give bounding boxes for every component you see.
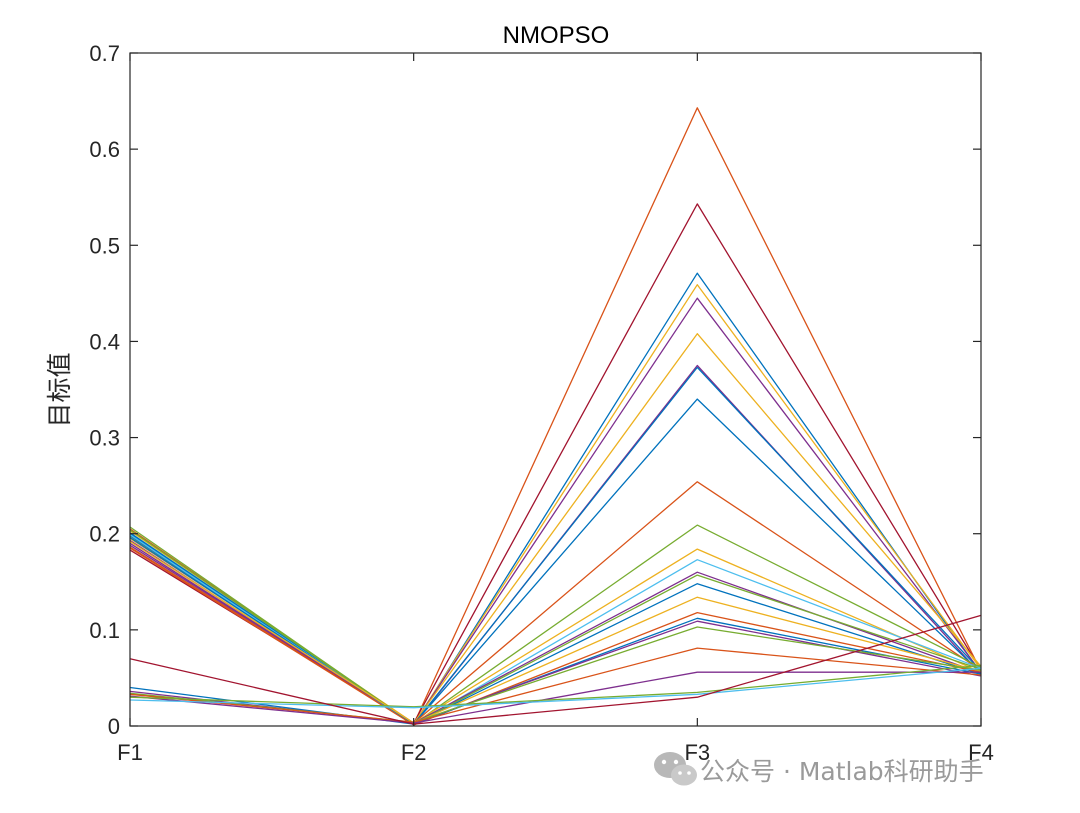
watermark-text: 公众号 · Matlab科研助手 — [700, 757, 984, 786]
y-tick-label-1: 0.1 — [89, 618, 120, 643]
series-line-19 — [129, 617, 982, 725]
series-line-18 — [129, 547, 982, 726]
y-tick-label-3: 0.3 — [89, 426, 120, 451]
x-tick-label-F2: F2 — [401, 740, 427, 765]
y-tick-label-7: 0.7 — [89, 41, 120, 66]
chart-title: NMOPSO — [503, 22, 610, 49]
y-tick-label-6: 0.6 — [89, 137, 120, 162]
x-tick-label-F3: F3 — [684, 740, 710, 765]
y-tick-label-2: 0.2 — [89, 522, 120, 547]
x-tick-label-F4: F4 — [968, 740, 994, 765]
y-tick-label-0: 0 — [108, 714, 120, 739]
series-line-24 — [129, 664, 982, 708]
series-line-25 — [129, 667, 982, 709]
series-line-26 — [129, 614, 982, 725]
y-tick-label-5: 0.5 — [89, 233, 120, 258]
y-axis: 0 0.1 0.2 0.3 0.4 0.5 0.6 0.7 — [89, 41, 981, 739]
series-line-22 — [129, 647, 982, 723]
series-line-16 — [129, 537, 982, 725]
x-axis: F1 F2 F3 F4 — [117, 53, 994, 765]
wechat-icon — [654, 752, 697, 786]
y-tick-label-4: 0.4 — [89, 329, 120, 354]
series-line-23 — [129, 671, 981, 724]
axes-box — [129, 52, 982, 727]
series-line-10 — [129, 481, 982, 724]
y-axis-label: 目标值 — [45, 352, 74, 427]
x-tick-label-F1: F1 — [117, 740, 143, 765]
series-line-17 — [129, 540, 982, 724]
watermark: 公众号 · Matlab科研助手 — [654, 752, 984, 786]
series-line-15 — [129, 529, 982, 725]
series-line-11 — [129, 524, 982, 725]
series-lines — [129, 107, 982, 726]
series-line-13 — [129, 534, 982, 726]
series-line-9 — [129, 398, 982, 725]
